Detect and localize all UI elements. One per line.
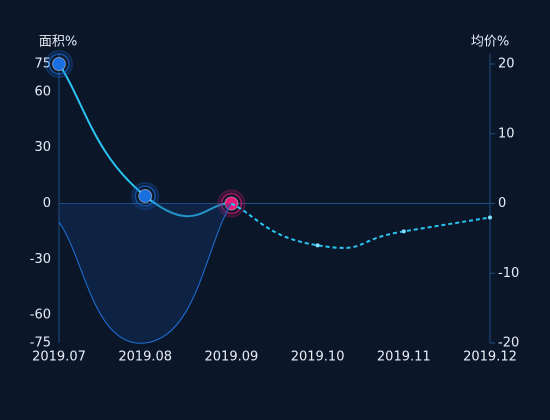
marker: [138, 189, 153, 204]
marker-halo: [48, 53, 70, 75]
x-tick-label: 2019.10: [291, 350, 345, 365]
y-axis-label: 面积%: [39, 35, 77, 50]
y-tick-label: 60: [34, 84, 51, 99]
x-tick-label: 2019.07: [32, 350, 86, 365]
y2-tick-label: 0: [498, 196, 506, 211]
y-tick-label: -60: [30, 308, 51, 323]
y-tick-label: -75: [30, 336, 51, 351]
y-tick-label: 30: [34, 140, 51, 155]
y-tick-label: 75: [34, 57, 51, 72]
series-line: [58, 203, 232, 344]
x-tick-label: 2019.08: [118, 350, 172, 365]
point: [315, 243, 320, 248]
area: [59, 203, 232, 344]
y2-tick-label: 10: [498, 126, 515, 141]
marker-halo: [134, 185, 157, 208]
marker: [52, 57, 66, 71]
y2-axis-label: 均价%: [471, 35, 509, 50]
y2-tick-label: -10: [498, 266, 519, 281]
x-tick-label: 2019.12: [463, 350, 517, 365]
marker-halo: [45, 50, 73, 78]
y-tick-label: -30: [30, 252, 51, 267]
marker-halo: [217, 189, 246, 218]
marker-halo: [220, 192, 243, 215]
x-tick-label: 2019.11: [377, 350, 431, 365]
y-tick-label: 0: [43, 196, 51, 211]
point: [488, 215, 492, 220]
y2-tick-label: 20: [498, 57, 515, 72]
point: [401, 229, 406, 234]
x-tick-label: 2019.09: [205, 350, 259, 365]
marker-halo: [131, 182, 160, 211]
y2-tick-label: -20: [498, 336, 519, 351]
